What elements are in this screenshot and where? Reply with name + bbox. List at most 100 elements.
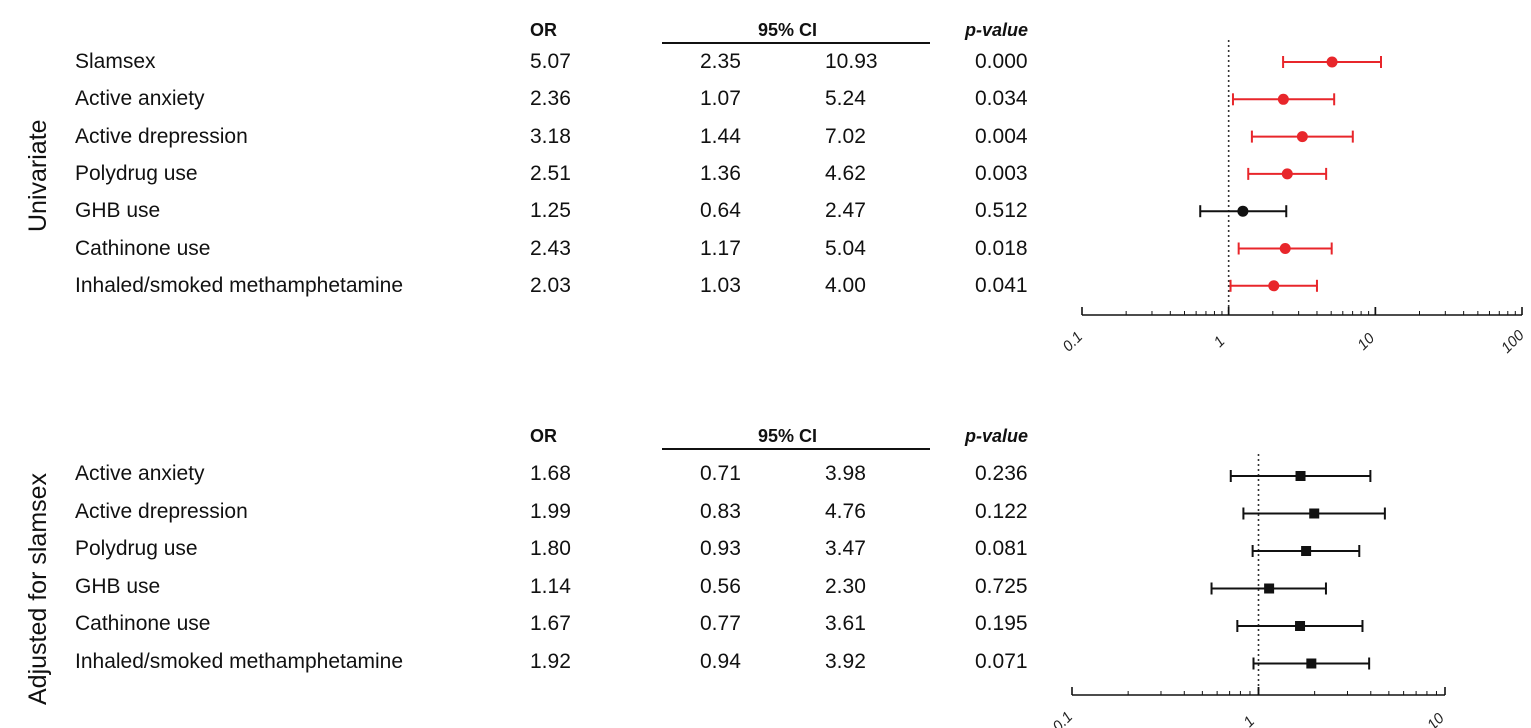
ci-upper: 3.98 xyxy=(825,462,866,485)
odds-ratio: 1.68 xyxy=(530,462,571,485)
p-value: 0.034 xyxy=(975,87,1028,111)
table-row: Active drepression 3.18 1.44 7.02 0.004 xyxy=(0,119,1028,155)
p-value: 0.041 xyxy=(975,273,1028,297)
odds-ratio: 3.18 xyxy=(530,124,571,148)
ci-upper: 3.61 xyxy=(825,612,866,635)
x-tick-label: 100 xyxy=(1498,326,1528,356)
variable-name: Slamsex xyxy=(75,50,156,73)
point-marker xyxy=(1281,168,1293,180)
ci-upper: 2.30 xyxy=(825,574,866,598)
ci-lower: 0.56 xyxy=(700,574,741,598)
x-tick-label: 1 xyxy=(1211,333,1229,351)
p-value: 0.071 xyxy=(975,649,1028,673)
p-value: 0.236 xyxy=(975,462,1028,485)
or-header: OR xyxy=(530,20,557,40)
ci-lower: 0.71 xyxy=(700,462,741,485)
table-row: Slamsex 5.07 2.35 10.93 0.000 xyxy=(0,44,1028,80)
odds-ratio: 5.07 xyxy=(530,50,571,73)
point-marker xyxy=(1301,546,1312,556)
odds-ratio: 1.92 xyxy=(530,649,571,673)
point-marker xyxy=(1296,131,1308,143)
ci-upper: 3.47 xyxy=(825,537,866,560)
point-marker xyxy=(1295,621,1306,631)
variable-name: Inhaled/smoked methamphetamine xyxy=(75,649,404,673)
adjusted-panel: Adjusted for slamsex OR 95% CI p-value A… xyxy=(0,400,1531,728)
odds-ratio: 1.80 xyxy=(530,537,571,560)
ci-lower: 2.35 xyxy=(700,50,741,73)
table-row: Polydrug use 2.51 1.36 4.62 0.003 xyxy=(0,156,1028,192)
p-value: 0.000 xyxy=(975,50,1028,73)
x-tick-label: 0.1 xyxy=(1049,708,1076,728)
ci-header: 95% CI xyxy=(758,426,818,446)
ci-lower: 1.44 xyxy=(700,124,741,148)
variable-name: Cathinone use xyxy=(75,236,211,260)
ci-lower: 1.03 xyxy=(700,273,741,297)
point-marker xyxy=(1277,93,1289,105)
p-value-header: p-value xyxy=(965,426,1029,446)
ci-upper: 5.04 xyxy=(825,236,866,260)
p-value: 0.003 xyxy=(975,161,1028,185)
ci-header: 95% CI xyxy=(758,20,818,40)
variable-name: Active anxiety xyxy=(75,87,205,111)
point-marker xyxy=(1306,658,1317,669)
ci-lower: 0.94 xyxy=(700,649,741,673)
point-marker xyxy=(1295,471,1306,481)
odds-ratio: 2.03 xyxy=(530,273,571,297)
table-row: GHB use 1.25 0.64 2.47 0.512 xyxy=(0,193,1028,229)
point-marker xyxy=(1279,243,1291,254)
table-row: Cathinone use 1.67 0.77 3.61 0.195 xyxy=(0,606,1028,642)
table-row: Polydrug use 1.80 0.93 3.47 0.081 xyxy=(0,531,1028,567)
odds-ratio: 1.67 xyxy=(530,612,571,635)
x-tick-label: 10 xyxy=(1354,329,1378,353)
variable-name: Inhaled/smoked methamphetamine xyxy=(75,273,404,297)
ci-lower: 1.07 xyxy=(700,87,741,111)
ci-lower: 0.77 xyxy=(700,612,741,635)
p-value: 0.725 xyxy=(975,574,1028,598)
univariate-panel: Univariate OR 95% CI p-value Slamsex 5.07… xyxy=(0,20,1528,357)
p-value: 0.195 xyxy=(975,612,1028,635)
p-value: 0.122 xyxy=(975,499,1028,523)
ci-header-rule xyxy=(662,42,930,44)
variable-name: GHB use xyxy=(75,574,161,598)
table-row: Active anxiety 1.68 0.71 3.98 0.236 xyxy=(0,456,1028,492)
ci-lower: 1.36 xyxy=(700,161,741,185)
odds-ratio: 2.43 xyxy=(530,236,571,260)
point-marker xyxy=(1237,205,1249,217)
p-value-header: p-value xyxy=(965,20,1029,40)
p-value: 0.081 xyxy=(975,537,1028,560)
odds-ratio: 2.51 xyxy=(530,161,571,185)
table-row: Active anxiety 2.36 1.07 5.24 0.034 xyxy=(0,81,1028,117)
adjusted-forest-plot: 0.1 1 10 xyxy=(1049,454,1448,728)
variable-name: Polydrug use xyxy=(75,161,198,185)
odds-ratio: 1.25 xyxy=(530,199,571,223)
p-value: 0.004 xyxy=(975,124,1028,148)
ci-upper: 4.62 xyxy=(825,161,866,185)
variable-name: Active anxiety xyxy=(75,462,205,485)
ci-header-rule xyxy=(662,448,930,450)
table-row: Inhaled/smoked methamphetamine 1.92 0.94 3.… xyxy=(0,644,1028,680)
ci-upper: 3.92 xyxy=(825,649,866,673)
point-marker xyxy=(1326,56,1338,68)
variable-name: Active drepression xyxy=(75,499,248,523)
variable-name: Active drepression xyxy=(75,124,248,148)
ci-lower: 0.83 xyxy=(700,499,741,523)
ci-upper: 5.24 xyxy=(825,87,866,111)
variable-name: GHB use xyxy=(75,199,161,223)
x-tick-label: 0.1 xyxy=(1059,328,1086,355)
ci-lower: 0.93 xyxy=(700,537,741,560)
table-row: Cathinone use 2.43 1.17 5.04 0.018 xyxy=(0,231,1028,267)
point-marker xyxy=(1264,583,1275,594)
ci-upper: 10.93 xyxy=(825,50,878,73)
ci-upper: 7.02 xyxy=(825,124,866,148)
ci-upper: 2.47 xyxy=(825,199,866,223)
odds-ratio: 2.36 xyxy=(530,87,571,111)
or-header: OR xyxy=(530,426,557,446)
point-marker xyxy=(1309,508,1320,519)
odds-ratio: 1.99 xyxy=(530,499,571,523)
variable-name: Cathinone use xyxy=(75,612,211,635)
p-value: 0.018 xyxy=(975,236,1028,260)
ci-upper: 4.76 xyxy=(825,499,866,523)
table-row: Active drepression 1.99 0.83 4.76 0.122 xyxy=(0,494,1028,530)
x-tick-label: 1 xyxy=(1240,713,1258,728)
univariate-forest-plot: 0.1 1 10 100 xyxy=(1059,40,1528,357)
